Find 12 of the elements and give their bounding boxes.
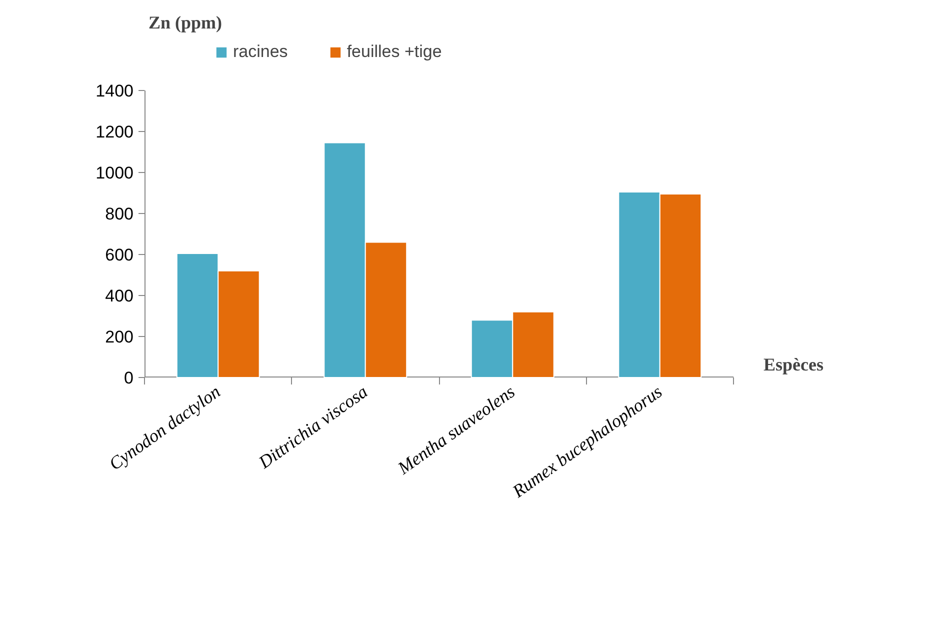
y-axis-title: Zn (ppm)	[148, 12, 222, 32]
x-axis-title: Espèces	[764, 354, 824, 374]
y-tick-label: 0	[124, 368, 134, 388]
y-tick-label: 200	[105, 328, 134, 346]
y-tick-label: 600	[105, 246, 134, 264]
y-tick-label: 800	[105, 204, 134, 224]
y-tick-label: 1400	[96, 82, 134, 100]
y-tick-label: 1000	[96, 164, 134, 182]
legend-label: racines	[233, 42, 288, 62]
legend-label: feuilles +tige	[346, 42, 442, 62]
y-tick-label: 1200	[96, 122, 134, 142]
y-tick-label: 400	[105, 286, 134, 306]
